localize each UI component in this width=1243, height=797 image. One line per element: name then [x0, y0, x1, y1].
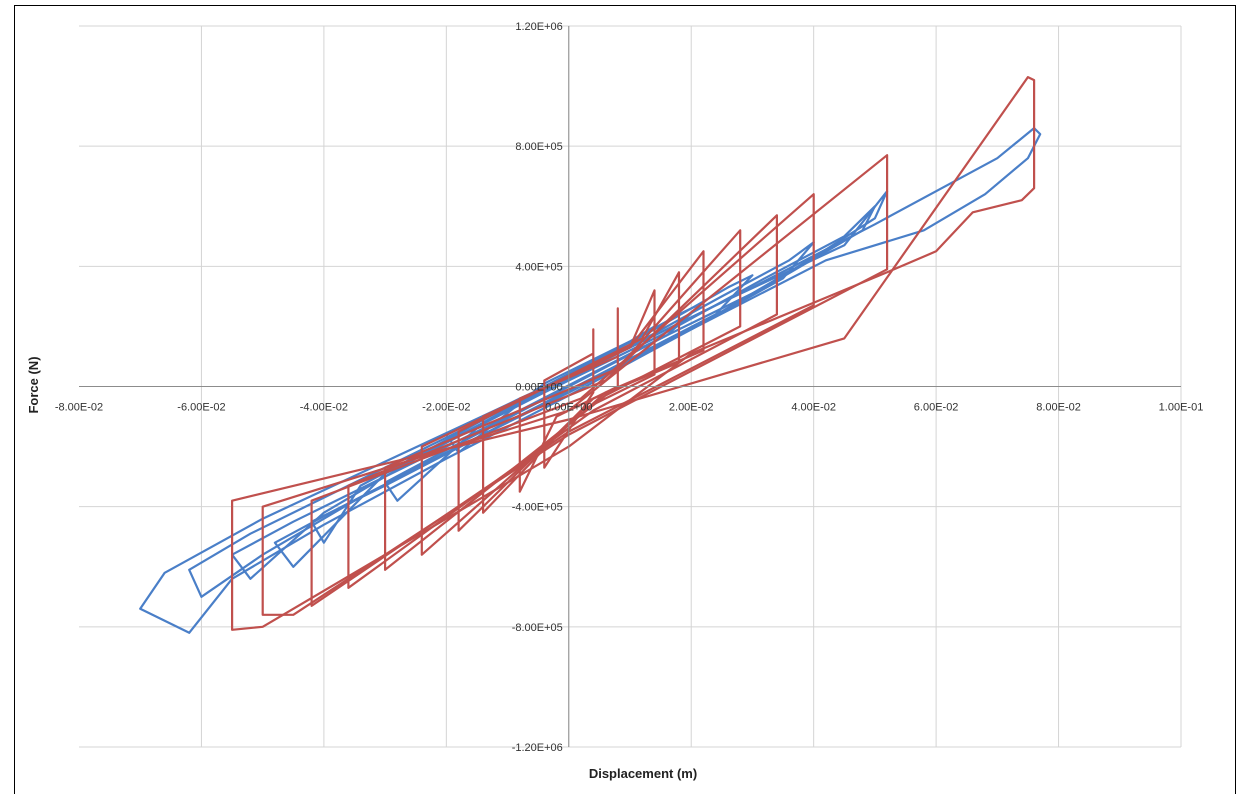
x-axis-title: Displacement (m)	[589, 766, 697, 781]
y-tick-label: -4.00E+05	[512, 502, 563, 514]
x-tick-label: 4.00E-02	[791, 402, 836, 414]
y-axis-title: Force (N)	[26, 356, 41, 413]
y-tick-label: 8.00E+05	[515, 141, 562, 153]
x-tick-label: 1.00E-01	[1159, 402, 1204, 414]
x-tick-label: -6.00E-02	[177, 402, 225, 414]
hysteresis-loop	[384, 229, 742, 571]
axis-layer	[79, 26, 1181, 747]
hysteresis-loop	[347, 214, 778, 589]
x-tick-label: -2.00E-02	[422, 402, 470, 414]
series-layer	[139, 76, 1042, 634]
x-tick-label: 8.00E-02	[1036, 402, 1081, 414]
y-tick-label: -8.00E+05	[512, 622, 563, 634]
tick-labels: -8.00E-02 -6.00E-02 -4.00E-02 -2.00E-02 0.00…	[55, 21, 1203, 754]
hysteresis-loop	[518, 307, 619, 493]
y-tick-label: 0.00E+00	[515, 382, 562, 394]
hysteresis-loop	[543, 328, 595, 469]
y-tick-label: -1.20E+06	[512, 742, 563, 754]
x-tick-label: -4.00E-02	[300, 402, 348, 414]
x-tick-label: 2.00E-02	[669, 402, 714, 414]
x-tick-label: 0.00E+00	[545, 402, 592, 414]
hysteresis-loop	[231, 76, 1036, 631]
x-tick-label: -8.00E-02	[55, 402, 103, 414]
chart-frame	[14, 5, 1236, 794]
hysteresis-loop	[261, 154, 889, 616]
y-tick-label: 4.00E+05	[515, 261, 562, 273]
x-tick-label: 6.00E-02	[914, 402, 959, 414]
hysteresis-loop	[310, 193, 815, 607]
y-tick-label: 1.20E+06	[515, 21, 562, 33]
series-2	[231, 76, 1036, 631]
